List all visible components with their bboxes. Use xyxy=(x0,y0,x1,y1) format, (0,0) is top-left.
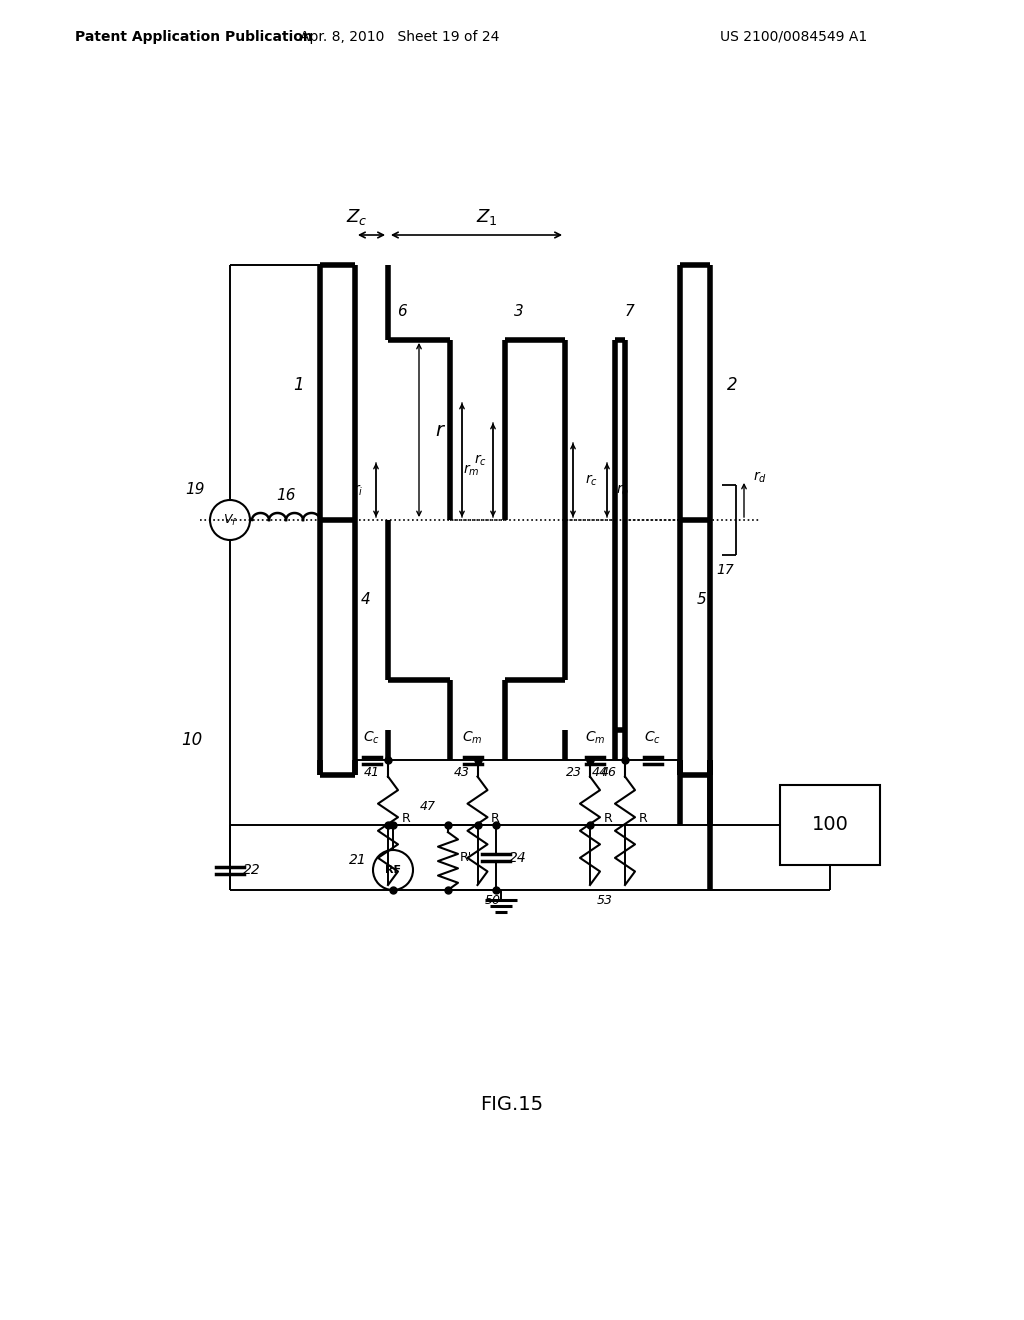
Text: RF: RF xyxy=(385,865,401,875)
Text: 47: 47 xyxy=(420,800,436,813)
Text: 22: 22 xyxy=(243,863,261,876)
Text: 24: 24 xyxy=(509,850,527,865)
Text: 44: 44 xyxy=(592,766,608,779)
Text: $r_i$: $r_i$ xyxy=(353,482,364,498)
Text: 3: 3 xyxy=(514,305,524,319)
Text: $r$: $r$ xyxy=(435,421,446,440)
Text: $C_m$: $C_m$ xyxy=(462,730,482,746)
Text: R: R xyxy=(639,813,647,825)
Text: 6: 6 xyxy=(397,305,407,319)
Text: $C_c$: $C_c$ xyxy=(364,730,380,746)
Text: $r_d$: $r_d$ xyxy=(753,470,767,484)
Text: 1: 1 xyxy=(293,376,303,393)
Text: Patent Application Publication: Patent Application Publication xyxy=(75,30,312,44)
Text: 23: 23 xyxy=(566,766,582,779)
Text: $C_m$: $C_m$ xyxy=(585,730,605,746)
Text: R': R' xyxy=(460,851,472,865)
Text: $Z_1$: $Z_1$ xyxy=(476,207,498,227)
Text: 41: 41 xyxy=(364,766,380,779)
Text: 7: 7 xyxy=(624,305,634,319)
Text: 100: 100 xyxy=(812,816,849,834)
Text: 17: 17 xyxy=(716,564,734,577)
Text: $C_c$: $C_c$ xyxy=(644,730,660,746)
Text: 2: 2 xyxy=(727,376,737,393)
Text: 10: 10 xyxy=(181,731,203,748)
Text: 53: 53 xyxy=(597,894,613,907)
Text: $Z_c$: $Z_c$ xyxy=(346,207,368,227)
Text: $r_o$: $r_o$ xyxy=(616,482,630,498)
Text: 21: 21 xyxy=(349,853,367,867)
Text: R: R xyxy=(401,813,411,825)
Text: 16: 16 xyxy=(276,487,296,503)
Text: 43: 43 xyxy=(454,766,469,779)
Text: $r_m$: $r_m$ xyxy=(463,462,479,478)
Text: Apr. 8, 2010   Sheet 19 of 24: Apr. 8, 2010 Sheet 19 of 24 xyxy=(300,30,500,44)
Text: R: R xyxy=(492,813,500,825)
Text: $r_c$: $r_c$ xyxy=(585,473,597,487)
Text: 4: 4 xyxy=(361,593,371,607)
Text: 50: 50 xyxy=(484,894,501,907)
Text: 5: 5 xyxy=(697,593,707,607)
Text: US 2100/0084549 A1: US 2100/0084549 A1 xyxy=(720,30,867,44)
Text: FIG.15: FIG.15 xyxy=(480,1096,544,1114)
Bar xyxy=(780,785,880,865)
Text: 46: 46 xyxy=(601,766,617,779)
Text: 19: 19 xyxy=(185,483,205,498)
Text: $V_f$: $V_f$ xyxy=(222,512,238,528)
Text: R: R xyxy=(603,813,612,825)
Text: $r_c$: $r_c$ xyxy=(473,453,486,467)
